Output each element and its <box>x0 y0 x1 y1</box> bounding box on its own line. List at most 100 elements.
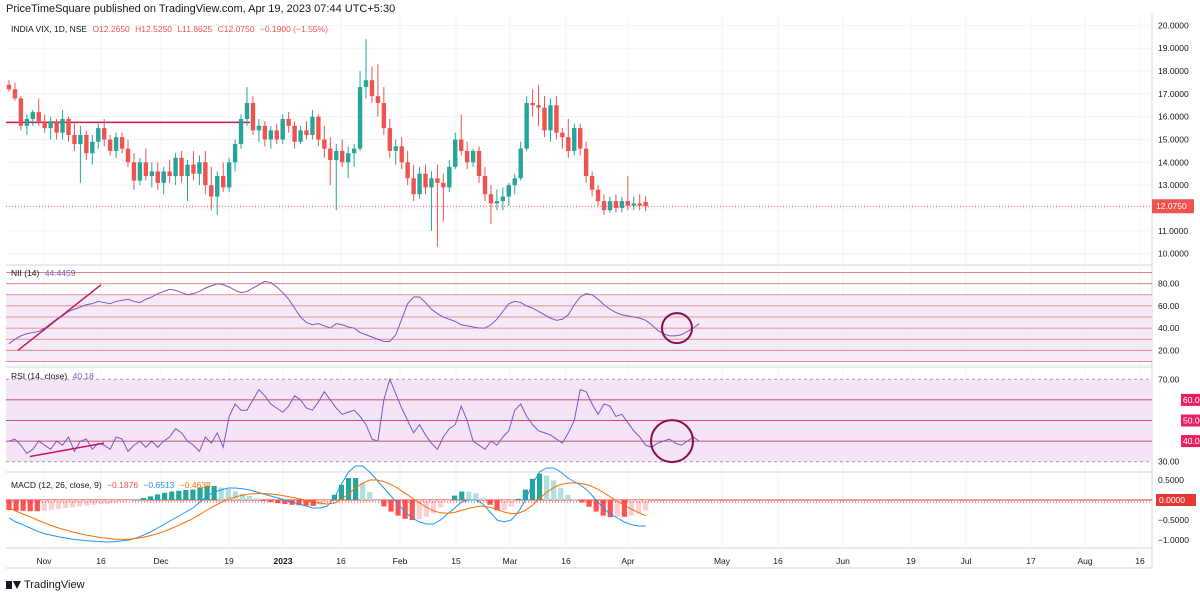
macd-histogram-bar <box>162 492 168 500</box>
price-tick-label: 19.0000 <box>1158 43 1189 53</box>
rsi-level-badge <box>1181 435 1200 448</box>
candle-body <box>102 128 107 140</box>
macd-histogram-bar <box>62 500 69 508</box>
candle-body <box>334 150 339 161</box>
macd-tick-label: 0.5000 <box>1158 475 1184 485</box>
macd-line-value: −0.6513 <box>143 480 175 490</box>
candle-body <box>24 118 30 126</box>
macd-name: MACD (12, 26, close, 9) <box>11 480 102 490</box>
macd-histogram-bar <box>190 489 196 500</box>
close-value: C12.0750 <box>217 24 255 34</box>
macd-histogram-bar <box>317 500 323 505</box>
candle-body <box>470 150 476 163</box>
candle-body <box>244 102 250 119</box>
candle-body <box>149 171 154 177</box>
candle-body <box>18 98 24 126</box>
rsi-level-badge-label: 40.00 <box>1183 436 1200 446</box>
rsi-line <box>8 377 700 455</box>
rsi-level-badge <box>1181 414 1200 427</box>
nii-highlight-circle <box>661 312 693 345</box>
price-tick-label: 14.0000 <box>1158 157 1189 167</box>
macd-histogram-bar <box>261 500 267 501</box>
macd-histogram-bar <box>268 500 274 502</box>
macd-legend: MACD (12, 26, close, 9) −0.1876 −0.6513 … <box>11 480 214 490</box>
candle-body <box>286 118 291 126</box>
macd-histogram-bar <box>437 500 444 508</box>
time-axis-label: Nov <box>36 556 52 566</box>
candle-body <box>304 130 309 135</box>
candle-body <box>36 112 41 122</box>
candle-body <box>12 89 18 99</box>
macd-histogram-bar <box>27 500 33 512</box>
candle-body <box>369 80 375 97</box>
price-tick-label: 20.0000 <box>1158 20 1189 30</box>
macd-histogram-bar <box>147 496 154 500</box>
time-axis-label: 19 <box>224 556 234 566</box>
time-axis-label: 16 <box>96 556 106 566</box>
macd-histogram-bar <box>628 500 635 516</box>
macd-histogram-bar <box>367 492 373 500</box>
candle-body <box>232 144 238 163</box>
macd-histogram-bar <box>126 500 132 501</box>
candle-body <box>167 171 172 177</box>
rsi-level-badge <box>1181 393 1200 406</box>
candle-body <box>387 128 392 151</box>
macd-histogram-bar <box>459 491 465 500</box>
publisher-line: PriceTimeSquare published on TradingView… <box>6 3 396 15</box>
candle-body <box>131 162 137 181</box>
nii-tick-label: 80.00 <box>1158 279 1180 289</box>
candle-body <box>435 178 440 183</box>
candle-body <box>191 164 196 174</box>
macd-histogram-bar <box>494 500 500 511</box>
time-axis-label: Mar <box>503 556 518 566</box>
candle-body <box>221 176 226 188</box>
candle-body <box>209 185 214 197</box>
candle-body <box>322 139 327 149</box>
macd-histogram-bar <box>508 500 514 507</box>
candle-body <box>589 176 595 190</box>
candle-body <box>578 128 583 149</box>
macd-hist-value: −0.1876 <box>107 480 139 490</box>
rsi-tick-label: 70.00 <box>1158 374 1180 384</box>
candle-body <box>619 201 625 208</box>
macd-tick-label: −1.0000 <box>1158 535 1189 545</box>
candle-body <box>441 182 446 188</box>
tradingview-logo-icon <box>6 581 21 589</box>
macd-histogram-bar <box>324 500 330 502</box>
macd-histogram-bar <box>197 487 203 500</box>
macd-histogram-bar <box>211 486 217 500</box>
macd-histogram-bar <box>480 498 486 500</box>
macd-histogram-bar <box>218 487 224 500</box>
macd-histogram-bar <box>402 500 408 519</box>
nii-value: 44.4459 <box>44 268 76 278</box>
nii-legend: NII (14) 44.4459 <box>11 268 78 278</box>
macd-histogram-bar <box>444 500 451 501</box>
macd-histogram-bar <box>140 498 147 500</box>
macd-histogram-bar <box>544 475 550 500</box>
macd-histogram-bar <box>6 500 12 510</box>
macd-histogram-bar <box>487 500 493 505</box>
candle-body <box>601 201 607 211</box>
macd-histogram-bar <box>119 500 125 502</box>
macd-histogram-bar <box>409 500 415 520</box>
candle-body <box>48 121 53 129</box>
macd-histogram-bar <box>360 482 366 500</box>
price-tick-label: 16.0000 <box>1158 112 1189 122</box>
macd-histogram-bar <box>41 500 47 511</box>
macd-histogram-bar <box>70 500 76 508</box>
macd-histogram-bar <box>246 496 253 500</box>
candle-body <box>518 148 523 179</box>
macd-histogram-bar <box>423 500 429 517</box>
macd-histogram-bar <box>643 500 649 511</box>
rsi-level-badge-label: 60.00 <box>1183 395 1200 405</box>
macd-histogram-bar <box>388 500 394 512</box>
candle-body <box>411 178 416 195</box>
last-price-badge <box>1152 199 1194 214</box>
main-legend: INDIA VIX, 1D, NSE O12.2650 H12.5250 L11… <box>11 24 331 34</box>
macd-histogram-bar <box>239 493 246 500</box>
candle-body <box>476 150 482 177</box>
candle-body <box>464 150 470 163</box>
candle-body <box>583 148 589 177</box>
rsi-name: RSI (14, close) <box>11 371 68 381</box>
